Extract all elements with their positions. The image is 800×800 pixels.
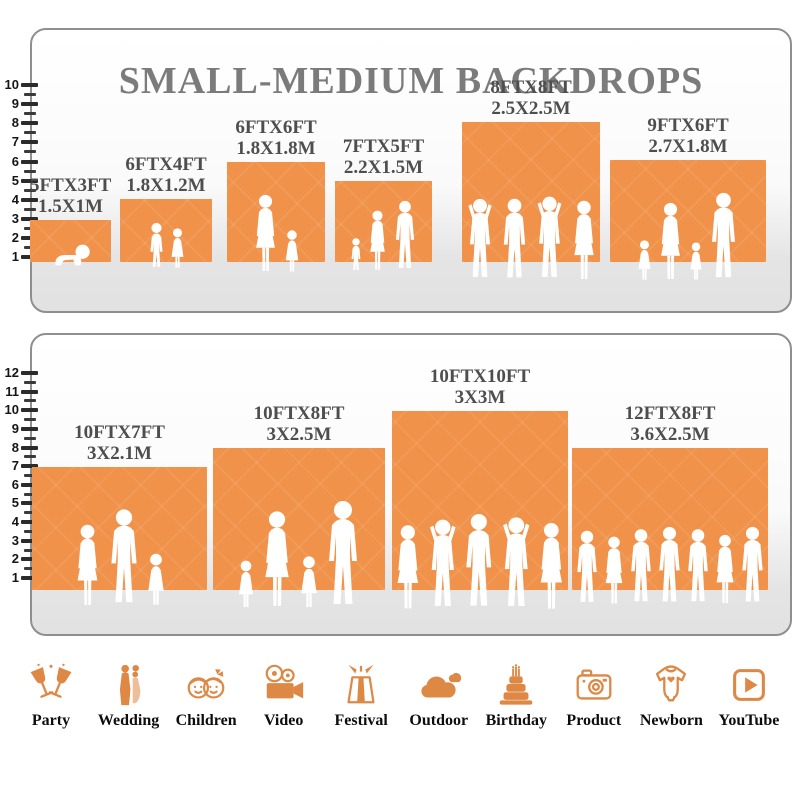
video-camera-icon	[265, 664, 303, 699]
backdrop-rectangle	[227, 162, 325, 262]
baby-onesie-icon	[656, 665, 687, 702]
photo-camera-icon	[576, 669, 612, 700]
people-silhouettes	[610, 192, 766, 282]
ruler-tick-label: 3	[11, 532, 19, 548]
ruler-tick-label: 8	[11, 439, 19, 455]
people-silhouettes	[213, 500, 385, 610]
category-label: Newborn	[639, 712, 703, 729]
ruler-tick-label: 4	[11, 514, 19, 530]
category-label: YouTube	[718, 712, 780, 729]
people-silhouettes	[227, 194, 325, 274]
people-silhouettes	[32, 508, 207, 608]
backdrop-size-label: 6FTX4FT 1.8X1.2M	[125, 154, 207, 196]
backdrop-rectangle	[610, 160, 766, 262]
backdrop-size-label: 10FTX8FT 3X2.5M	[253, 403, 345, 445]
ruler-tick-label: 9	[11, 96, 19, 112]
category-label: Children	[175, 712, 237, 729]
children-faces-icon	[187, 669, 225, 699]
backdrop-size-label: 12FTX8FT 3.6X2.5M	[624, 403, 716, 445]
people-silhouettes	[392, 512, 568, 612]
category-newborn: Newborn	[634, 662, 708, 730]
people-silhouettes	[30, 242, 111, 268]
ruler-tick-label: 5	[11, 172, 19, 188]
category-wedding: Wedding	[92, 662, 166, 730]
ruler-tick-label: 12	[4, 365, 19, 380]
page-title: SMALL-MEDIUM BACKDROPS	[118, 60, 704, 103]
category-label: Festival	[334, 712, 388, 729]
category-birthday: Birthday	[479, 662, 553, 730]
category-label: Birthday	[485, 712, 547, 729]
category-youtube: YouTube	[712, 662, 786, 730]
category-party: Party	[14, 662, 88, 730]
ruler-tick-label: 6	[11, 153, 19, 169]
category-product: Product	[557, 662, 631, 730]
category-label: Product	[566, 712, 622, 729]
ruler-tick-label: 11	[5, 383, 19, 399]
category-label: Video	[263, 712, 304, 729]
people-silhouettes	[335, 200, 432, 272]
backdrop-rectangle	[120, 199, 212, 262]
backdrop-size-label: 10FTX10FT 3X3M	[429, 366, 531, 408]
ruler-tick-label: 1	[11, 249, 19, 264]
ruler-tick-label: 2	[11, 551, 19, 567]
people-silhouettes	[572, 526, 768, 606]
category-outdoor: Outdoor	[402, 662, 476, 730]
party-glasses-icon	[30, 663, 72, 698]
category-row: Party Wedding Childre	[14, 662, 786, 730]
birthday-cake-icon	[499, 664, 533, 705]
wedding-couple-icon	[119, 664, 141, 706]
backdrop-size-label: 7FTX5FT 2.2X1.5M	[342, 136, 425, 178]
ruler-tick-label: 7	[11, 458, 19, 474]
ruler-tick-label: 10	[4, 402, 19, 418]
ruler-tick-label: 5	[11, 495, 19, 511]
category-video: Video	[247, 662, 321, 730]
ruler-tick-label: 8	[11, 115, 19, 131]
ruler-tick-label: 6	[11, 476, 19, 492]
youtube-play-icon	[733, 669, 765, 701]
category-label: Wedding	[97, 712, 160, 729]
backdrop-size-label: 6FTX6FT 1.8X1.8M	[235, 117, 317, 159]
ruler-tick-label: 9	[11, 420, 19, 436]
gift-box-icon	[347, 664, 375, 704]
ruler-tick-label: 3	[11, 210, 19, 226]
ruler-tick-label: 10	[4, 77, 19, 93]
category-label: Party	[31, 712, 71, 729]
backdrop-size-label: 9FTX6FT 2.7X1.8M	[647, 115, 729, 157]
category-children: Children	[169, 662, 243, 730]
cloud-icon	[421, 672, 461, 698]
backdrop-size-label: 10FTX7FT 3X2.1M	[74, 422, 165, 464]
backdrop-size-label: 8FTX8FT 2.5X2.5M	[490, 77, 572, 119]
people-silhouettes	[462, 194, 600, 282]
backdrop-rectangle	[572, 448, 768, 590]
ruler-tick-label: 7	[11, 134, 19, 150]
ruler-tick-label: 4	[11, 191, 19, 207]
ruler-tick-label: 2	[11, 229, 19, 245]
category-label: Outdoor	[409, 712, 469, 729]
people-silhouettes	[120, 222, 212, 270]
category-festival: Festival	[324, 662, 398, 730]
ruler-tick-label: 1	[11, 570, 19, 585]
backdrop-size-label: 5FTX3FT 1.5X1M	[30, 175, 112, 217]
